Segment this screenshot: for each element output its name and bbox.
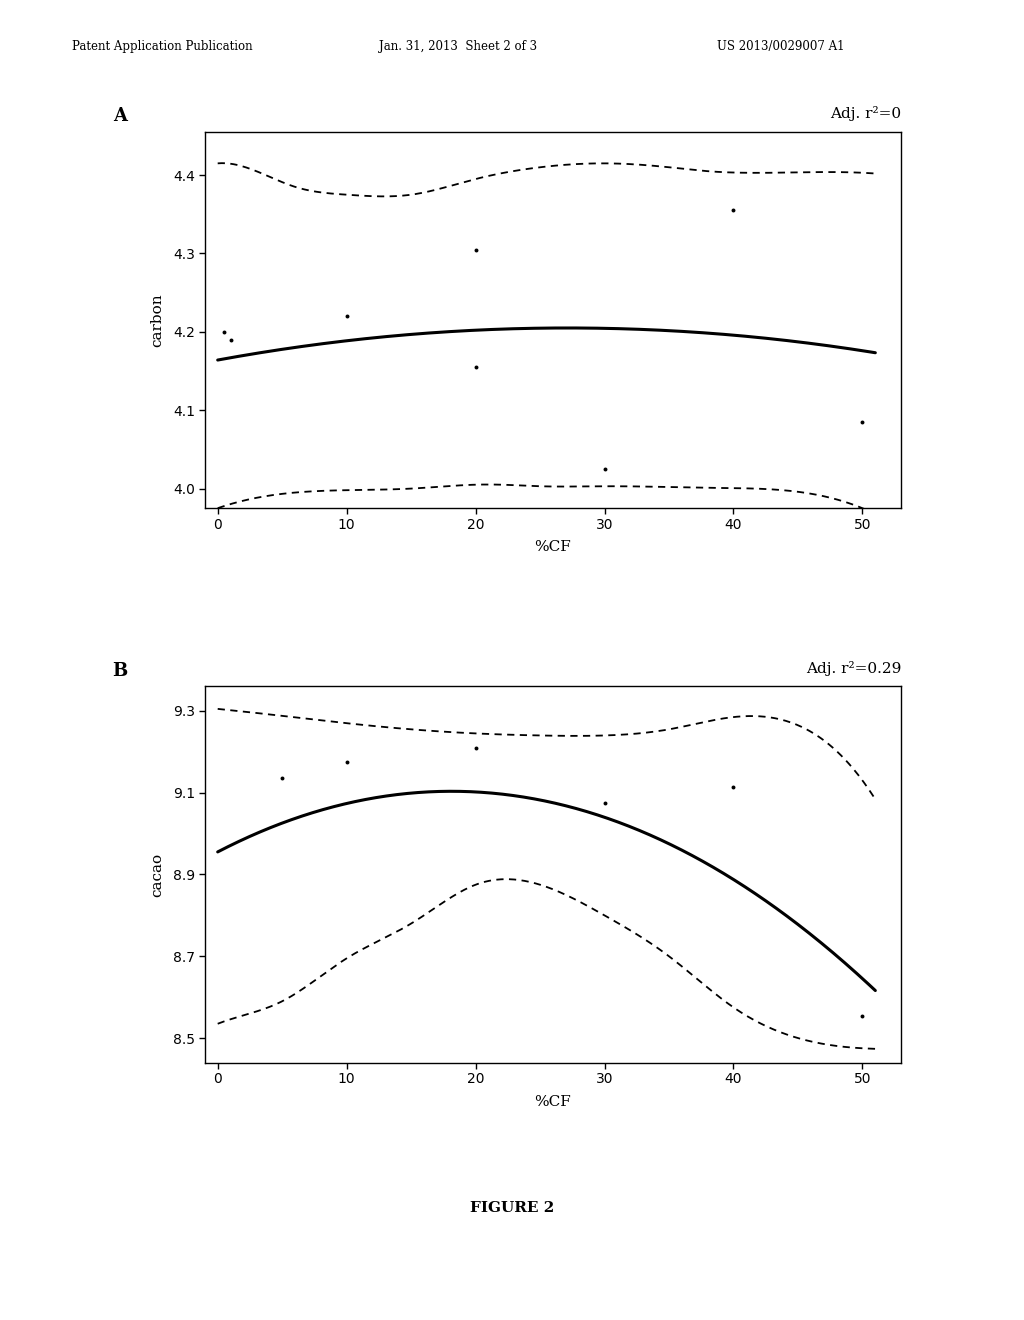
Point	[339, 306, 355, 327]
Point	[725, 199, 741, 220]
Text: FIGURE 2: FIGURE 2	[470, 1201, 554, 1214]
X-axis label: %CF: %CF	[535, 540, 571, 554]
Point	[467, 239, 483, 260]
Point	[222, 329, 239, 350]
Point	[725, 776, 741, 797]
Text: US 2013/0029007 A1: US 2013/0029007 A1	[717, 40, 845, 53]
Point	[854, 1005, 870, 1026]
Y-axis label: carbon: carbon	[151, 293, 165, 347]
Y-axis label: cacao: cacao	[151, 853, 165, 896]
Text: B: B	[113, 661, 128, 680]
Point	[339, 751, 355, 772]
Point	[216, 321, 232, 342]
Text: Jan. 31, 2013  Sheet 2 of 3: Jan. 31, 2013 Sheet 2 of 3	[379, 40, 537, 53]
Point	[467, 356, 483, 378]
Text: Patent Application Publication: Patent Application Publication	[72, 40, 252, 53]
Point	[274, 768, 291, 789]
Text: Adj. r²=0: Adj. r²=0	[830, 107, 901, 121]
Point	[467, 737, 483, 758]
Text: A: A	[113, 107, 127, 125]
X-axis label: %CF: %CF	[535, 1094, 571, 1109]
Point	[596, 458, 612, 479]
Point	[854, 412, 870, 433]
Text: Adj. r²=0.29: Adj. r²=0.29	[806, 661, 901, 676]
Point	[596, 792, 612, 813]
